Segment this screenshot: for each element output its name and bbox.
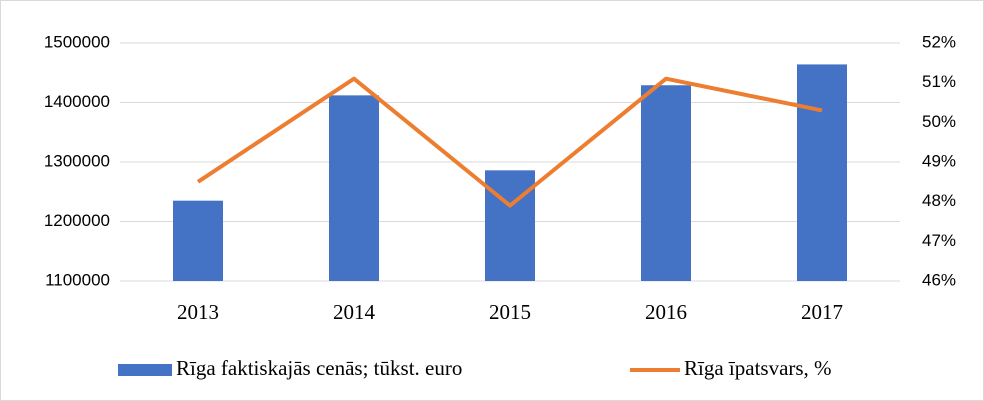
bar <box>329 95 379 281</box>
x-tick-label: 2014 <box>333 300 376 324</box>
x-tick-label: 2015 <box>489 300 531 324</box>
legend-label: Rīga faktiskajās cenās; tūkst. euro <box>176 356 462 380</box>
y-tick-label: 1200000 <box>44 211 110 230</box>
y-tick-label: 1100000 <box>45 270 110 289</box>
bar <box>485 170 535 281</box>
y2-tick-label: 51% <box>922 72 956 91</box>
bar <box>641 85 691 282</box>
x-tick-label: 2013 <box>177 300 219 324</box>
x-tick-label: 2017 <box>801 300 843 324</box>
y-tick-label: 1500000 <box>44 32 110 51</box>
y2-tick-label: 49% <box>922 151 956 170</box>
legend-swatch <box>118 364 172 376</box>
bar <box>797 64 847 281</box>
y2-tick-label: 52% <box>922 32 956 51</box>
y-tick-label: 1400000 <box>44 92 110 111</box>
y2-tick-label: 50% <box>922 112 956 131</box>
y2-tick-label: 46% <box>922 270 956 289</box>
y2-tick-label: 47% <box>922 231 956 250</box>
y2-tick-label: 48% <box>922 191 956 210</box>
bar <box>173 200 223 281</box>
x-tick-label: 2016 <box>645 300 687 324</box>
y-tick-label: 1300000 <box>44 151 110 170</box>
line <box>196 76 823 208</box>
legend-label: Rīga īpatsvars, % <box>684 356 832 380</box>
